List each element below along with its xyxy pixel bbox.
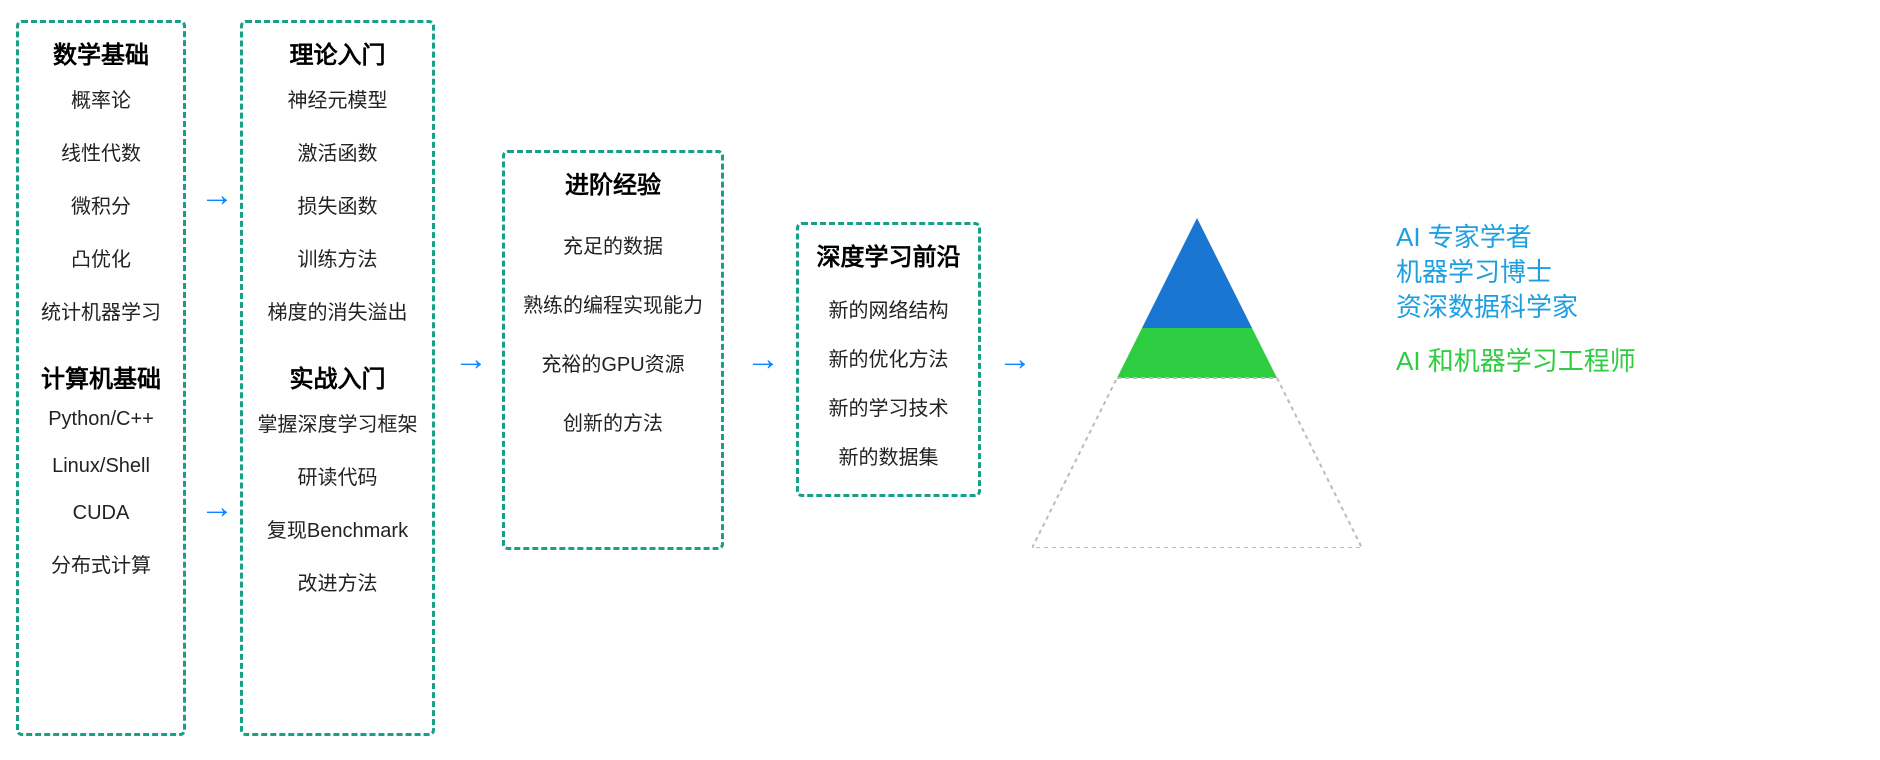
arrow-icon: → (454, 340, 488, 379)
list-item: 改进方法 (258, 567, 418, 596)
list-item: 统计机器学习 (41, 296, 161, 325)
section-title-frontier: 深度学习前沿 (817, 237, 961, 272)
list-item: 凸优化 (41, 243, 161, 272)
box-advanced: 进阶经验 充足的数据熟练的编程实现能力充裕的GPU资源创新的方法 (502, 150, 724, 550)
diagram-root: 数学基础 概率论线性代数微积分凸优化统计机器学习 计算机基础 Python/C+… (0, 0, 1880, 760)
arrow-icon: → (998, 340, 1032, 379)
box-intro: 理论入门 神经元模型激活函数损失函数训练方法梯度的消失溢出 实战入门 掌握深度学… (240, 20, 435, 736)
list-item: 新的数据集 (829, 441, 949, 470)
career-label-expert: 机器学习博士 (1396, 255, 1636, 290)
career-label-expert: AI 专家学者 (1396, 220, 1636, 255)
list-item: 神经元模型 (268, 84, 408, 113)
list-item: 线性代数 (41, 137, 161, 166)
arrow-icon: → (200, 488, 234, 527)
box-frontier: 深度学习前沿 新的网络结构新的优化方法新的学习技术新的数据集 (796, 222, 981, 497)
list-item: 新的网络结构 (829, 294, 949, 323)
list-item: 新的优化方法 (829, 343, 949, 372)
career-labels: AI 专家学者机器学习博士资深数据科学家 AI 和机器学习工程师 (1396, 220, 1636, 378)
list-item: 复现Benchmark (258, 514, 418, 543)
list-item: 充足的数据 (523, 230, 703, 259)
pyramid-chart (1032, 218, 1362, 553)
list-item: 掌握深度学习框架 (258, 408, 418, 437)
arrow-icon: → (200, 176, 234, 215)
section-title-theory: 理论入门 (290, 35, 386, 70)
section-title-math: 数学基础 (53, 35, 149, 70)
box-foundations: 数学基础 概率论线性代数微积分凸优化统计机器学习 计算机基础 Python/C+… (16, 20, 186, 736)
list-item: 研读代码 (258, 461, 418, 490)
list-item: 创新的方法 (523, 407, 703, 436)
list-item: 新的学习技术 (829, 392, 949, 421)
list-item: 激活函数 (268, 137, 408, 166)
list-item: 充裕的GPU资源 (523, 348, 703, 377)
list-item: 微积分 (41, 190, 161, 219)
list-item: 分布式计算 (48, 549, 154, 578)
list-item: Python/C++ (48, 408, 154, 431)
list-item: 梯度的消失溢出 (268, 296, 408, 325)
list-item: 训练方法 (268, 243, 408, 272)
list-item: 熟练的编程实现能力 (523, 289, 703, 318)
list-item: 损失函数 (268, 190, 408, 219)
list-item: Linux/Shell (48, 455, 154, 478)
section-title-practice: 实战入门 (290, 359, 386, 394)
career-label-engineer: AI 和机器学习工程师 (1396, 341, 1636, 378)
list-item: CUDA (48, 502, 154, 525)
section-title-advanced: 进阶经验 (565, 165, 661, 200)
list-item: 概率论 (41, 84, 161, 113)
arrow-icon: → (746, 340, 780, 379)
career-label-expert: 资深数据科学家 (1396, 290, 1636, 325)
section-title-cs: 计算机基础 (41, 359, 161, 394)
